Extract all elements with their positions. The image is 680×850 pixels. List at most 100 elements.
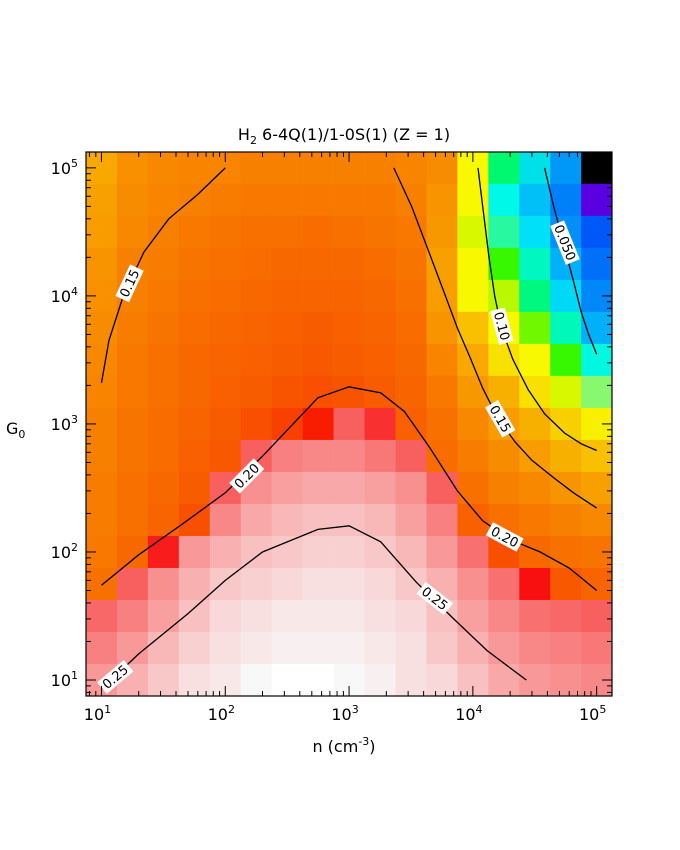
heatmap-cell — [488, 631, 520, 665]
heatmap-cell — [426, 631, 458, 665]
chart-title: H2 6-4Q(1)/1-0S(1) (Z = 1) — [238, 125, 450, 147]
heatmap-cell — [364, 567, 396, 601]
x-tick-label: 102 — [208, 703, 235, 724]
heatmap-cell — [302, 663, 334, 697]
heatmap-cell — [550, 567, 582, 601]
y-tick-label: 105 — [51, 157, 78, 178]
heatmap-cell — [426, 152, 458, 185]
heatmap-cell — [178, 279, 211, 313]
heatmap-cell — [333, 407, 365, 441]
heatmap-cell — [147, 407, 180, 441]
heatmap-cell — [426, 535, 458, 569]
heatmap-cell — [240, 183, 272, 217]
heatmap-cell — [147, 663, 180, 697]
heatmap-cell — [147, 215, 180, 249]
heatmap-cell — [581, 631, 613, 665]
heatmap-cell — [116, 599, 149, 633]
heatmap-cell — [178, 311, 211, 345]
heatmap-cell — [147, 375, 180, 409]
xlabel-sup: -3 — [358, 735, 369, 748]
heatmap-cell — [426, 503, 458, 537]
heatmap-cell — [519, 599, 551, 633]
heatmap-cell — [147, 599, 180, 633]
heatmap-cell — [519, 215, 551, 249]
heatmap-cell — [333, 343, 365, 377]
heatmap-cell — [488, 471, 520, 505]
heatmap-cell — [147, 567, 180, 601]
axis-ticks — [86, 152, 612, 696]
heatmap-cell — [178, 152, 211, 185]
heatmap-cell — [395, 631, 427, 665]
heatmap-cell — [147, 152, 180, 185]
heatmap-cell — [519, 407, 551, 441]
heatmap-cell — [550, 471, 582, 505]
heatmap-cell — [178, 247, 211, 281]
heatmap-cell — [116, 152, 149, 185]
heatmap-cell — [271, 663, 303, 697]
heatmap-cell — [86, 183, 118, 217]
heatmap-cell — [86, 343, 118, 377]
heatmap-cell — [550, 503, 582, 537]
heatmap-cell — [302, 375, 334, 409]
heatmap-cell — [147, 343, 180, 377]
contour-label: 0.10 — [490, 307, 514, 345]
contour-label-bg — [416, 581, 454, 616]
heatmap-cell — [333, 375, 365, 409]
heatmap-cell — [240, 343, 272, 377]
heatmap-cell — [209, 631, 242, 665]
heatmap-cell — [240, 567, 272, 601]
heatmap-cell — [86, 631, 118, 665]
heatmap-cell — [209, 439, 242, 473]
heatmap-cell — [147, 247, 180, 281]
x-tick-label: 105 — [579, 703, 606, 724]
title-main: H — [238, 125, 250, 144]
heatmap-cell — [178, 567, 211, 601]
heatmap-cell — [519, 439, 551, 473]
heatmap-cell — [302, 535, 334, 569]
heatmap-cell — [302, 247, 334, 281]
heatmap-cell — [550, 152, 582, 185]
heatmap-cell — [209, 503, 242, 537]
heatmap-cell — [178, 503, 211, 537]
heatmap-cell — [333, 471, 365, 505]
heatmap-cell — [271, 215, 303, 249]
y-tick-label: 103 — [51, 413, 78, 434]
heatmap-cell — [457, 343, 489, 377]
contour-label-bg — [485, 400, 516, 438]
heatmap-cell — [240, 407, 272, 441]
heatmap-cell — [116, 311, 149, 345]
heatmap-cell — [209, 311, 242, 345]
heatmap-cell — [426, 311, 458, 345]
title-rest: 6-4Q(1)/1-0S(1) (Z = 1) — [257, 125, 450, 144]
heatmap-cell — [178, 439, 211, 473]
heatmap-cell — [209, 247, 242, 281]
heatmap-cell — [240, 599, 272, 633]
heatmap-cell — [86, 599, 118, 633]
heatmap-cell — [302, 343, 334, 377]
heatmap-cell — [209, 567, 242, 601]
heatmap-cell — [302, 279, 334, 313]
heatmap-cell — [488, 567, 520, 601]
heatmap-cell — [178, 407, 211, 441]
heatmap-cell — [550, 439, 582, 473]
heatmap-cell — [271, 407, 303, 441]
heatmap-cell — [271, 152, 303, 185]
heatmap-cell — [364, 663, 396, 697]
heatmap-cell — [395, 343, 427, 377]
heatmap-cell — [519, 152, 551, 185]
heatmap-cell — [395, 183, 427, 217]
heatmap-cell — [364, 471, 396, 505]
heatmap-cell — [426, 215, 458, 249]
heatmap-cell — [333, 279, 365, 313]
heatmap-cell — [209, 375, 242, 409]
heatmap-cell — [550, 631, 582, 665]
heatmap-cell — [426, 343, 458, 377]
heatmap-cell — [209, 343, 242, 377]
heatmap-cell — [240, 152, 272, 185]
heatmap-cell — [426, 279, 458, 313]
heatmap-cell — [581, 471, 613, 505]
ylabel-main: G — [6, 419, 18, 438]
heatmap-cell — [395, 599, 427, 633]
heatmap-cell — [581, 343, 613, 377]
